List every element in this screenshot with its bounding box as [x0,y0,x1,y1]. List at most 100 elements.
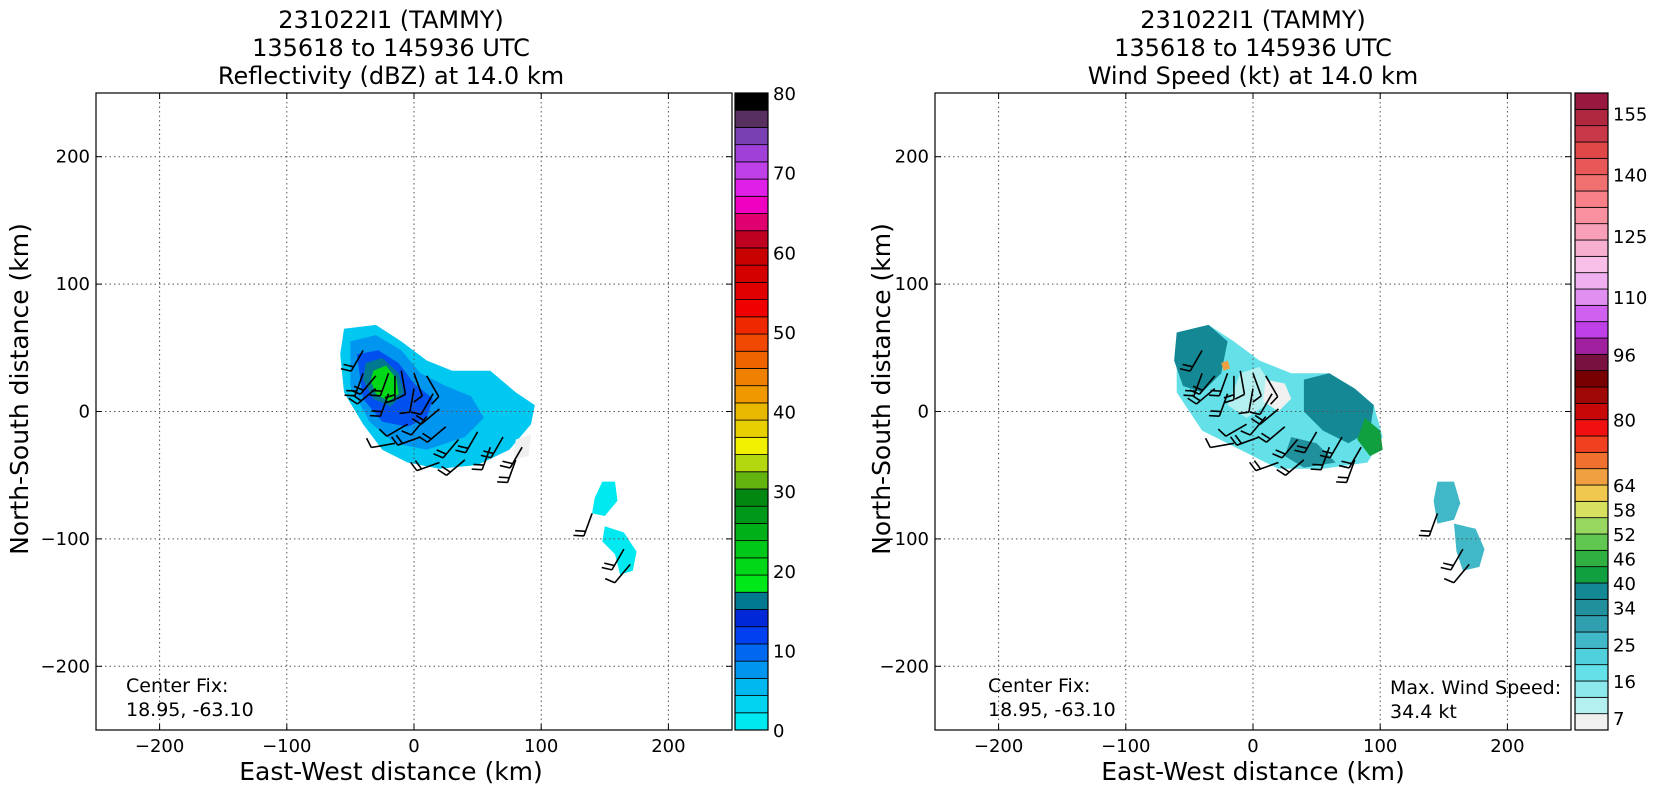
wind-barb [499,446,523,469]
echo-region-se-cell-2 [602,526,637,575]
y-tick-label: 200 [56,147,90,168]
wind-barb [601,548,625,571]
reflectivity-colorbar: 0 10 20 30 40 50 60 70 80 [734,84,796,742]
x-tick-label: 100 [1363,736,1397,757]
colorbar-swatch [734,178,769,197]
echo-region-main-pale [1227,366,1273,418]
colorbar-swatch [1574,370,1609,388]
colorbar-swatch [734,144,769,163]
colorbar-swatch [1574,125,1609,143]
colorbar-tick-label: 7 [1613,709,1624,730]
colorbar-swatch [734,609,769,628]
wind-barb [433,439,460,459]
colorbar-swatch [734,92,769,111]
colorbar-swatch [1574,500,1609,519]
colorbar-swatch [1574,696,1609,715]
title-line-1: 231022I1 (TAMMY) [1140,6,1366,34]
colorbar-swatch [734,488,769,507]
wind-barb [1187,387,1216,405]
colorbar-swatch [734,230,769,249]
max-wind-label: Max. Wind Speed: [1390,677,1561,699]
wind-barb [418,426,447,443]
wind-barb [350,375,377,395]
colorbar-swatch [734,574,769,593]
wind-barb [1440,548,1464,571]
echo-region-se-cell-2 [1454,523,1485,571]
wind-barb [1240,416,1267,436]
colorbar-swatch [1574,680,1609,698]
colorbar-swatch [734,109,769,128]
wind-barb [573,513,593,537]
colorbar-swatch [1574,386,1609,404]
y-tick-label: −200 [880,656,929,677]
colorbar-tick-label: 40 [1613,574,1636,595]
colorbar-swatch [734,712,769,731]
wind-barb [1204,437,1235,449]
wind-barb [365,437,396,449]
colorbar-swatch [1574,549,1609,568]
x-tick-label: 200 [651,736,685,757]
wind-barb [480,436,504,459]
colorbar-tick-label: 30 [773,482,796,503]
colorbar-tick-label: 25 [1613,635,1636,656]
wind-barb [426,375,440,405]
colorbar-swatch [1574,304,1609,323]
wind-barb [1310,446,1331,471]
echo-region-main-teal-south [1284,437,1336,468]
wind-barb [471,446,492,471]
colorbar-swatch [1574,255,1609,274]
colorbar-tick-label: 52 [1613,525,1636,546]
colorbar-swatch [1574,174,1609,192]
colorbar-swatch [734,161,769,180]
colorbar-swatch [1574,451,1609,470]
max-wind-value: 34.4 kt [1390,701,1457,723]
wind-barb [395,370,407,400]
wind-barb [390,434,421,446]
colorbar-swatch [1574,566,1609,584]
colorbar-tick-label: 40 [773,403,796,424]
colorbar-swatch [1574,435,1609,453]
wind-barb [1234,370,1246,400]
y-tick-label: 100 [56,274,90,295]
colorbar-tick-label: 70 [773,164,796,185]
reflectivity-plot-area: −200 −100 0 100 200 −200 −100 0 100 200 [41,92,733,757]
colorbar-swatch [1574,582,1609,600]
wind-barb [1443,563,1470,584]
colorbar-tick-label: 155 [1613,104,1647,125]
wind-speed-plot-area: −200 −100 0 100 200 −200 −100 0 100 200 [880,92,1572,757]
colorbar-swatch [1574,141,1609,159]
title-line-2: 135618 to 145936 UTC [1114,34,1392,62]
x-tick-label: −100 [1101,736,1150,757]
x-tick-label: 100 [524,736,558,757]
echo-region-se-cell-1 [592,481,618,516]
colorbar-tick-label: 140 [1613,166,1647,187]
colorbar-swatch [734,127,769,146]
colorbar-tick-label: 34 [1613,599,1636,620]
colorbar-swatch [734,299,769,318]
colorbar-tick-label: 80 [773,84,796,105]
colorbar-swatch [1574,239,1609,257]
colorbar-swatch [734,333,769,352]
wind-barb [497,459,517,484]
wind-barb [1179,349,1203,372]
x-tick-label: −200 [974,736,1023,757]
wind-barb [1249,393,1273,416]
wind-barb [1294,431,1318,454]
wind-barb [455,431,479,454]
colorbar-swatch [734,316,769,335]
y-tick-label: −200 [41,656,90,677]
title-line-1: 231022I1 (TAMMY) [278,6,504,34]
wind-barb [399,388,415,415]
y-tick-label: −100 [880,529,929,550]
colorbar-swatch [734,213,769,232]
title-line-3: Reflectivity (dBZ) at 14.0 km [218,62,564,90]
colorbar-swatch [1574,713,1609,731]
wind-barb [1208,393,1229,418]
echo-region-se-cell-1 [1433,481,1461,524]
y-axis-label: North-South distance (km) [867,223,896,555]
colorbar-tick-label: 125 [1613,227,1647,248]
colorbar-tick-label: 0 [773,721,784,742]
center-fix-label: Center Fix: [988,675,1090,697]
colorbar-swatch [1574,598,1609,617]
wind-barb [1272,439,1299,459]
